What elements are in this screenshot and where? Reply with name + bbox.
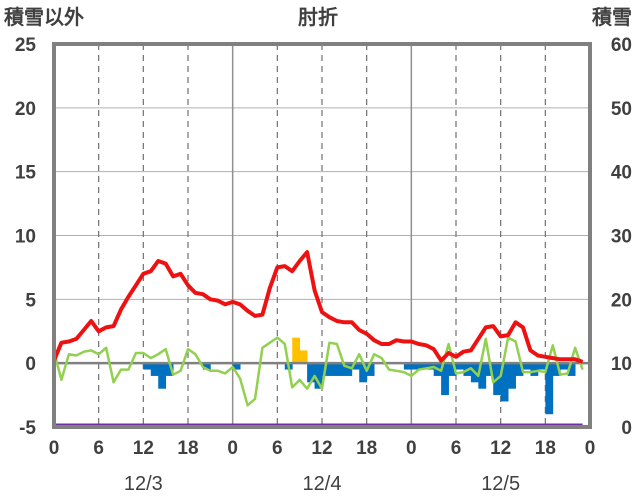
x-tick-label: 18 xyxy=(535,438,556,459)
wind-line xyxy=(52,336,584,407)
snowfall-bar xyxy=(150,363,159,376)
right-tick-label: 60 xyxy=(611,35,632,56)
station-name: 肘折 xyxy=(298,5,338,29)
snowfall-bar xyxy=(530,363,539,376)
snowfall-bar xyxy=(299,350,308,364)
snowfall-bar xyxy=(403,363,412,370)
snowfall-bar xyxy=(336,363,345,376)
right-tick-label: 30 xyxy=(611,227,632,248)
snowfall-bar xyxy=(232,363,241,370)
x-tick-label: 12 xyxy=(490,438,511,459)
snowfall-bar xyxy=(165,363,174,376)
x-tick-label: 6 xyxy=(451,438,462,459)
left-tick-label: 25 xyxy=(15,35,37,56)
x-tick-label: 18 xyxy=(356,438,377,459)
snowfall-bar xyxy=(485,363,494,376)
date-label: 12/3 xyxy=(124,473,163,495)
x-tick-label: 12 xyxy=(133,438,154,459)
x-tick-label: 6 xyxy=(272,438,283,459)
snowfall-bar xyxy=(478,363,487,389)
snowfall-bar xyxy=(567,363,576,376)
left-tick-label: -5 xyxy=(19,418,36,439)
x-axis: 0 6 12 18 0 6 12 18 0 6 12 18 0 xyxy=(49,438,596,459)
date-label: 12/5 xyxy=(481,473,520,495)
snowfall-bar xyxy=(537,363,546,370)
snowfall-bar xyxy=(329,363,338,376)
snowfall-bar xyxy=(351,363,360,370)
right-y-axis: 60 50 40 30 20 10 0 xyxy=(611,35,632,439)
left-tick-label: 10 xyxy=(15,227,36,248)
snowfall-bar xyxy=(456,363,464,370)
x-tick-label: 0 xyxy=(585,438,596,459)
right-axis-label: 積雪 xyxy=(592,5,632,29)
x-tick-label: 0 xyxy=(49,438,60,459)
left-tick-label: 15 xyxy=(15,163,37,184)
x-tick-label: 12 xyxy=(311,438,332,459)
snowfall-bar xyxy=(359,363,368,383)
left-axis-label: 積雪以外 xyxy=(4,5,84,29)
snowfall-bar xyxy=(411,363,420,370)
left-tick-label: 0 xyxy=(25,354,36,375)
date-label: 12/4 xyxy=(303,473,342,495)
snowfall-bar xyxy=(500,363,509,402)
snowfall-bar xyxy=(292,337,301,364)
date-axis: 12/3 12/4 12/5 xyxy=(124,473,520,495)
right-tick-label: 50 xyxy=(611,99,632,120)
plot-area xyxy=(52,42,592,429)
snowfall-bar xyxy=(366,363,375,376)
snowfall-bar xyxy=(515,363,524,376)
snowfall-bar xyxy=(448,363,457,376)
x-tick-label: 18 xyxy=(177,438,198,459)
snowfall-bar xyxy=(344,363,353,376)
snowfall-bar xyxy=(202,363,211,370)
right-tick-label: 20 xyxy=(611,290,632,311)
right-tick-label: 0 xyxy=(621,418,632,439)
temperature-line xyxy=(52,250,584,364)
x-tick-label: 0 xyxy=(406,438,417,459)
snowfall-bar xyxy=(143,363,152,370)
snowfall-bar xyxy=(523,363,531,370)
snowfall-bar xyxy=(560,363,569,370)
snowfall-bar xyxy=(314,363,323,389)
snowfall-bar xyxy=(545,363,554,415)
x-tick-label: 0 xyxy=(227,438,238,459)
x-tick-label: 6 xyxy=(93,438,104,459)
snowfall-bar xyxy=(307,363,315,383)
right-tick-label: 40 xyxy=(611,163,632,184)
left-tick-label: 5 xyxy=(25,290,36,311)
left-tick-label: 20 xyxy=(15,99,36,120)
snowfall-bar xyxy=(441,363,449,396)
snowfall-bar xyxy=(552,363,561,376)
right-tick-label: 10 xyxy=(611,354,632,375)
left-y-axis: 25 20 15 10 5 0 -5 xyxy=(15,35,37,439)
snowfall-bar xyxy=(508,363,516,389)
snowfall-bar xyxy=(158,363,167,389)
plot-frame xyxy=(52,42,592,429)
snowfall-bar xyxy=(418,363,427,370)
